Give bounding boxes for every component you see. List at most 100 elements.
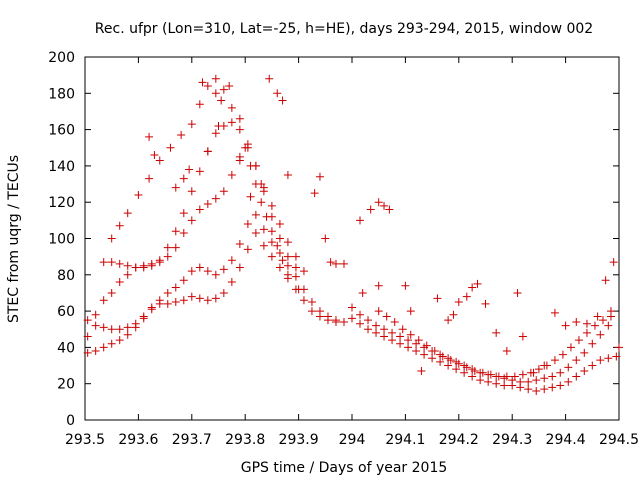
y-tick-label: 120	[48, 195, 75, 211]
data-point	[259, 225, 268, 234]
data-point	[195, 294, 204, 303]
data-point	[374, 198, 383, 207]
data-point	[486, 370, 495, 379]
data-point	[171, 283, 180, 292]
data-point	[179, 276, 188, 285]
data-point	[251, 229, 260, 238]
data-point	[454, 359, 463, 368]
data-point	[91, 347, 100, 356]
data-point	[358, 288, 367, 297]
y-tick-label: 40	[57, 340, 75, 356]
data-point	[219, 288, 228, 297]
x-tick-label: 294.5	[599, 432, 639, 448]
data-point	[518, 370, 527, 379]
data-point	[604, 321, 613, 330]
data-point	[299, 267, 308, 276]
data-point	[299, 296, 308, 305]
data-point	[588, 361, 597, 370]
data-point	[596, 330, 605, 339]
data-point	[380, 332, 389, 341]
data-point	[331, 259, 340, 268]
data-point	[187, 187, 196, 196]
data-point	[406, 307, 415, 316]
data-point	[588, 339, 597, 348]
data-point	[283, 238, 292, 247]
data-point	[470, 366, 479, 375]
data-point	[601, 276, 610, 285]
data-point	[462, 292, 471, 301]
data-point	[155, 156, 164, 165]
data-point	[131, 263, 140, 272]
data-point	[227, 118, 236, 127]
data-point	[307, 298, 316, 307]
data-point	[198, 78, 207, 87]
data-point	[564, 363, 573, 372]
data-point	[364, 316, 373, 325]
data-point	[572, 356, 581, 365]
data-point	[155, 256, 164, 265]
data-point	[273, 241, 282, 250]
data-point	[572, 372, 581, 381]
data-point	[171, 298, 180, 307]
data-point	[150, 151, 159, 160]
data-point	[283, 270, 292, 279]
data-point	[283, 170, 292, 179]
data-point	[564, 377, 573, 386]
data-point	[163, 288, 172, 297]
x-tick-label: 293.9	[279, 432, 319, 448]
x-tick-label: 294	[339, 432, 366, 448]
data-point	[257, 198, 266, 207]
data-point	[513, 288, 522, 297]
data-point	[438, 352, 447, 361]
data-point	[348, 314, 356, 323]
data-point	[278, 256, 287, 265]
data-point	[227, 170, 236, 179]
data-point	[187, 292, 196, 301]
x-tick-label: 293.7	[172, 432, 212, 448]
data-point	[366, 205, 375, 214]
data-points	[83, 74, 623, 395]
data-point	[339, 259, 348, 268]
data-point	[572, 317, 581, 326]
data-point	[115, 259, 124, 268]
data-point	[444, 361, 453, 370]
data-point	[155, 296, 164, 305]
data-point	[115, 325, 124, 334]
data-point	[179, 209, 188, 218]
data-point	[171, 183, 180, 192]
data-point	[590, 321, 599, 330]
data-point	[372, 328, 381, 337]
data-point	[609, 258, 618, 267]
data-point	[414, 336, 423, 345]
data-point	[227, 256, 236, 265]
data-point	[420, 350, 429, 359]
data-point	[315, 307, 324, 316]
y-tick-label: 200	[48, 50, 75, 66]
data-point	[510, 372, 519, 381]
data-point	[115, 221, 124, 230]
data-point	[251, 210, 260, 219]
data-point	[604, 354, 613, 363]
data-point	[203, 296, 212, 305]
data-point	[433, 294, 442, 303]
data-point	[356, 310, 365, 319]
data-point	[243, 245, 252, 254]
data-point	[187, 120, 196, 129]
data-point	[123, 323, 132, 332]
data-point	[492, 328, 501, 337]
data-point	[99, 296, 108, 305]
data-point	[171, 227, 180, 236]
data-point	[356, 319, 365, 328]
data-point	[529, 368, 538, 377]
data-point	[219, 265, 228, 274]
data-point	[380, 325, 389, 334]
data-point	[396, 332, 405, 341]
chart-title: Rec. ufpr (Lon=310, Lat=-25, h=HE), days…	[95, 21, 593, 37]
data-point	[267, 227, 276, 236]
data-point	[131, 319, 140, 328]
data-point	[265, 74, 274, 83]
data-point	[548, 383, 557, 392]
data-point	[235, 125, 244, 134]
data-point	[278, 96, 287, 105]
data-point	[291, 272, 300, 281]
